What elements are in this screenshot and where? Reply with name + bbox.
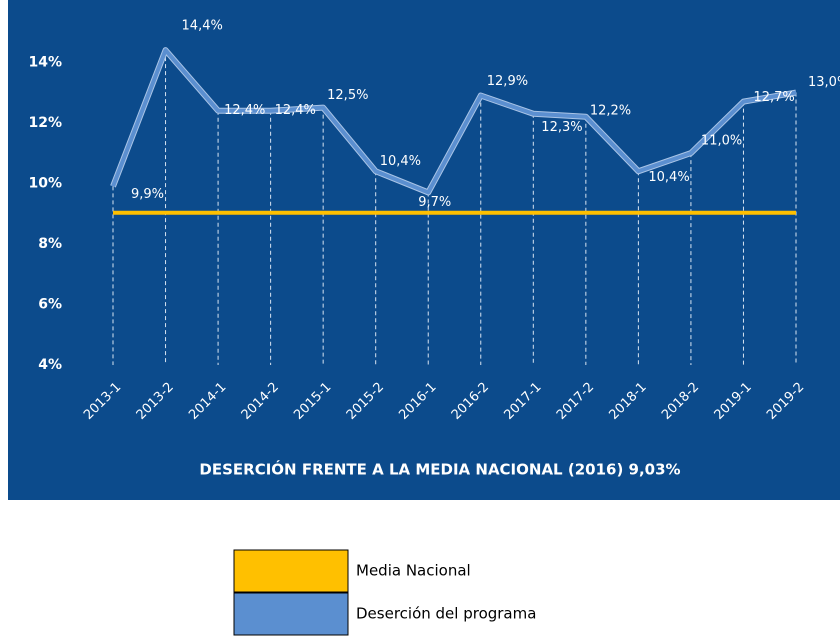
y-tick-label: 14% bbox=[28, 54, 62, 70]
legend-swatch bbox=[233, 549, 349, 593]
data-label: 11,0% bbox=[701, 134, 742, 149]
data-label: 10,4% bbox=[380, 154, 421, 169]
data-label: 13,0% bbox=[808, 75, 840, 90]
data-label: 12,9% bbox=[487, 74, 528, 89]
y-tick-label: 8% bbox=[38, 236, 62, 252]
data-label: 12,4% bbox=[275, 103, 316, 118]
data-label: 12,2% bbox=[590, 103, 631, 118]
series-line bbox=[111, 48, 797, 195]
data-label: 12,3% bbox=[541, 120, 582, 135]
chart-title: DESERCIÓN FRENTE A LA MEDIA NACIONAL (20… bbox=[199, 460, 680, 479]
legend-label: Media Nacional bbox=[356, 562, 471, 580]
data-label: 10,4% bbox=[648, 170, 689, 185]
y-tick-label: 10% bbox=[28, 175, 62, 191]
legend-swatch bbox=[233, 592, 349, 636]
y-tick-label: 4% bbox=[38, 357, 62, 373]
y-tick-label: 6% bbox=[38, 296, 62, 312]
data-label: 12,5% bbox=[327, 88, 368, 103]
panel bbox=[8, 0, 840, 500]
data-label: 9,9% bbox=[131, 187, 164, 202]
data-label: 12,7% bbox=[753, 90, 794, 105]
data-label: 14,4% bbox=[182, 19, 223, 34]
data-label: 9,7% bbox=[418, 195, 451, 210]
legend-label: Deserción del programa bbox=[356, 605, 536, 623]
data-label: 12,4% bbox=[224, 103, 265, 118]
y-tick-label: 12% bbox=[28, 115, 62, 131]
